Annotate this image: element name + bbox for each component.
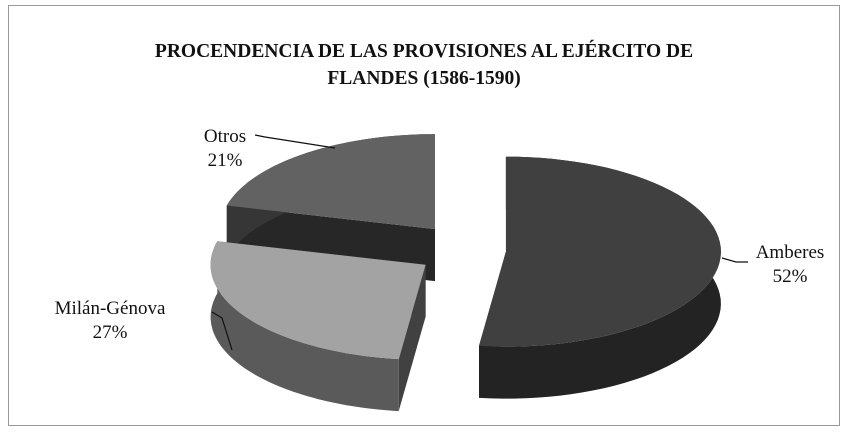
chart-title: PROCENDENCIA DE LAS PROVISIONES AL EJÉRC… [154,41,694,89]
leader-line [211,311,233,351]
leader-line [721,257,748,263]
value-label: 21% [208,150,243,171]
slice [210,241,426,360]
category-label: Amberes [756,242,825,263]
slice [226,134,435,230]
category-label: Milán-Génova [55,298,166,319]
slice [479,156,721,347]
leader-line [254,134,336,149]
value-label: 27% [93,322,128,343]
value-label: 52% [773,266,808,287]
slice-wall [210,241,399,412]
category-label: Otros [204,126,246,147]
